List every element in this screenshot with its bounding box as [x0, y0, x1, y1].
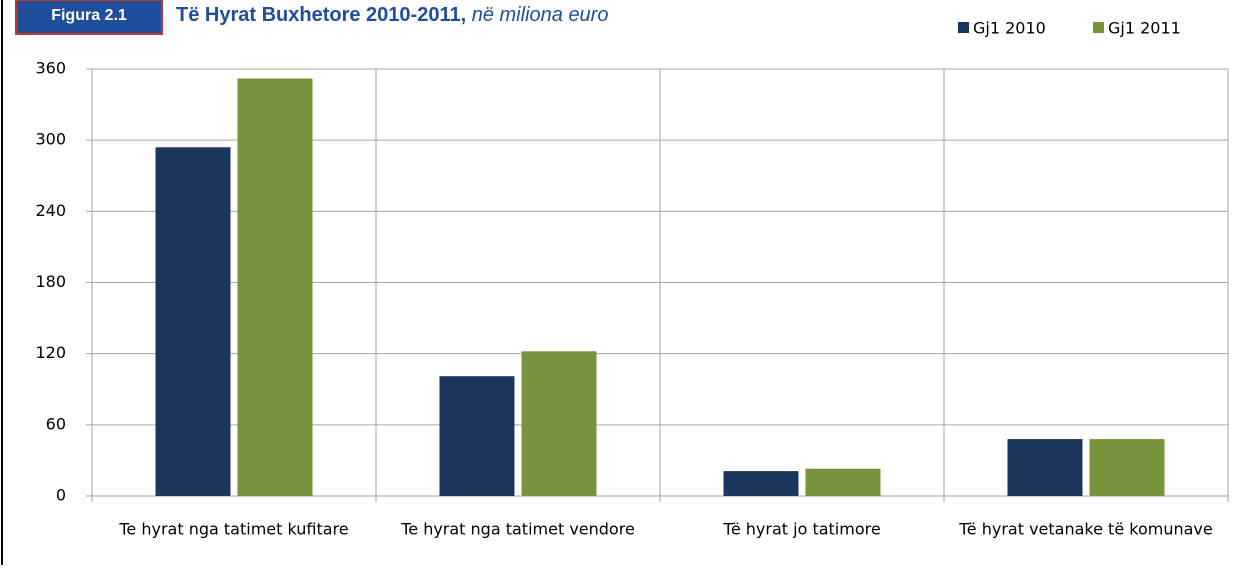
y-tick-label: 240: [35, 201, 66, 220]
y-tick-label: 360: [35, 59, 66, 78]
bar: [1007, 439, 1083, 496]
figure-label: Figura 2.1: [51, 7, 127, 24]
legend-swatch: [1093, 22, 1104, 33]
y-tick-label: 180: [35, 272, 66, 291]
bar: [805, 468, 881, 496]
bar: [155, 147, 231, 497]
legend-swatch: [958, 22, 969, 33]
x-tick-label: Të hyrat vetanake të komunave: [958, 520, 1212, 539]
title-group: Të Hyrat Buxhetore 2010-2011, në miliona…: [176, 4, 608, 26]
x-tick-label: Te hyrat nga tatimet kufitare: [118, 520, 348, 539]
bar: [237, 78, 313, 496]
x-tick-label: Te hyrat nga tatimet vendore: [400, 520, 635, 539]
chart-subtitle: në miliona euro: [472, 4, 609, 26]
legend-label: Gj1 2011: [1108, 19, 1181, 38]
y-tick-label: 0: [56, 486, 66, 505]
bar: [439, 376, 515, 496]
y-tick-label: 300: [35, 130, 66, 149]
bar: [521, 351, 597, 496]
bar: [1089, 439, 1165, 496]
bar: [723, 471, 799, 496]
chart-title: Të Hyrat Buxhetore 2010-2011,: [176, 4, 466, 26]
y-tick-label: 120: [35, 343, 66, 362]
x-tick-label: Të hyrat jo tatimore: [722, 520, 880, 539]
legend-label: Gj1 2010: [973, 19, 1046, 38]
figure-label-box: [15, 0, 163, 35]
y-tick-label: 60: [46, 414, 66, 433]
